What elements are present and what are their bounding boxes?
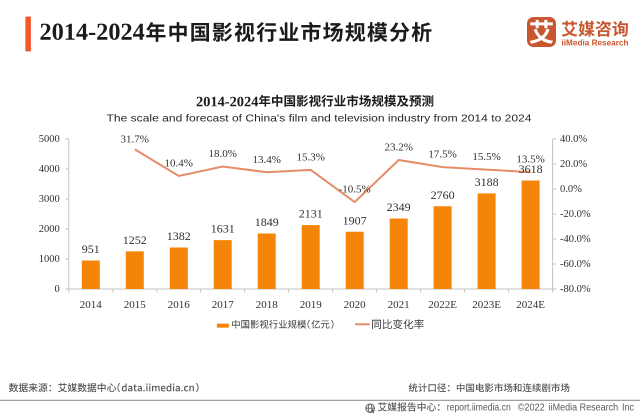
svg-text:3000: 3000: [39, 194, 60, 205]
svg-text:23.2%: 23.2%: [384, 142, 412, 154]
svg-text:951: 951: [82, 242, 100, 256]
svg-text:15.3%: 15.3%: [296, 151, 324, 163]
svg-text:2023E: 2023E: [472, 299, 501, 311]
svg-text:2016: 2016: [168, 299, 191, 311]
svg-text:iiMedia Research: iiMedia Research: [549, 403, 619, 414]
svg-text:0.0%: 0.0%: [560, 184, 582, 195]
svg-text:3188: 3188: [475, 175, 499, 189]
svg-text:1000: 1000: [39, 254, 60, 265]
svg-text:0: 0: [55, 284, 60, 295]
svg-text:4000: 4000: [39, 164, 60, 175]
svg-text:2349: 2349: [387, 200, 411, 214]
svg-text:13.4%: 13.4%: [253, 154, 281, 166]
svg-text:iiMedia Research: iiMedia Research: [562, 37, 629, 47]
svg-text:31.7%: 31.7%: [121, 133, 149, 145]
svg-text:2024E: 2024E: [516, 299, 545, 311]
svg-text:2760: 2760: [431, 188, 455, 202]
svg-text:Inc: Inc: [622, 403, 634, 414]
svg-text:15.5%: 15.5%: [472, 151, 500, 163]
svg-text:2017: 2017: [212, 299, 235, 311]
svg-text:1382: 1382: [167, 229, 191, 243]
svg-text:2018: 2018: [256, 299, 279, 311]
svg-text:5000: 5000: [39, 134, 60, 145]
svg-text:-10.5%: -10.5%: [339, 184, 371, 196]
svg-text:2131: 2131: [299, 207, 323, 221]
svg-text:1631: 1631: [211, 222, 235, 236]
svg-text:2019: 2019: [300, 299, 323, 311]
svg-text:-60.0%: -60.0%: [560, 259, 591, 270]
svg-text:The scale and forecast of Chin: The scale and forecast of China's film a…: [107, 112, 532, 124]
svg-text:1907: 1907: [343, 213, 367, 227]
svg-text:©2022: ©2022: [518, 403, 545, 414]
svg-text:1849: 1849: [255, 215, 279, 229]
svg-text:3618: 3618: [519, 162, 543, 176]
svg-text:2021: 2021: [388, 299, 410, 311]
svg-text:17.5%: 17.5%: [428, 149, 456, 161]
svg-text:2000: 2000: [39, 224, 60, 235]
svg-text:10.4%: 10.4%: [165, 158, 193, 170]
svg-text:13.5%: 13.5%: [516, 154, 544, 166]
svg-text:2022E: 2022E: [428, 299, 457, 311]
svg-text:18.0%: 18.0%: [209, 148, 237, 160]
svg-text:40.0%: 40.0%: [560, 134, 587, 145]
svg-text:-40.0%: -40.0%: [560, 234, 591, 245]
svg-text:2015: 2015: [124, 299, 147, 311]
svg-text:2014: 2014: [80, 299, 103, 311]
svg-text:20.0%: 20.0%: [560, 159, 587, 170]
svg-text:report.iimedia.cn: report.iimedia.cn: [447, 403, 511, 414]
svg-text:2020: 2020: [344, 299, 367, 311]
svg-text:1252: 1252: [123, 233, 147, 247]
svg-text:-20.0%: -20.0%: [560, 209, 591, 220]
svg-text:-80.0%: -80.0%: [560, 284, 591, 295]
